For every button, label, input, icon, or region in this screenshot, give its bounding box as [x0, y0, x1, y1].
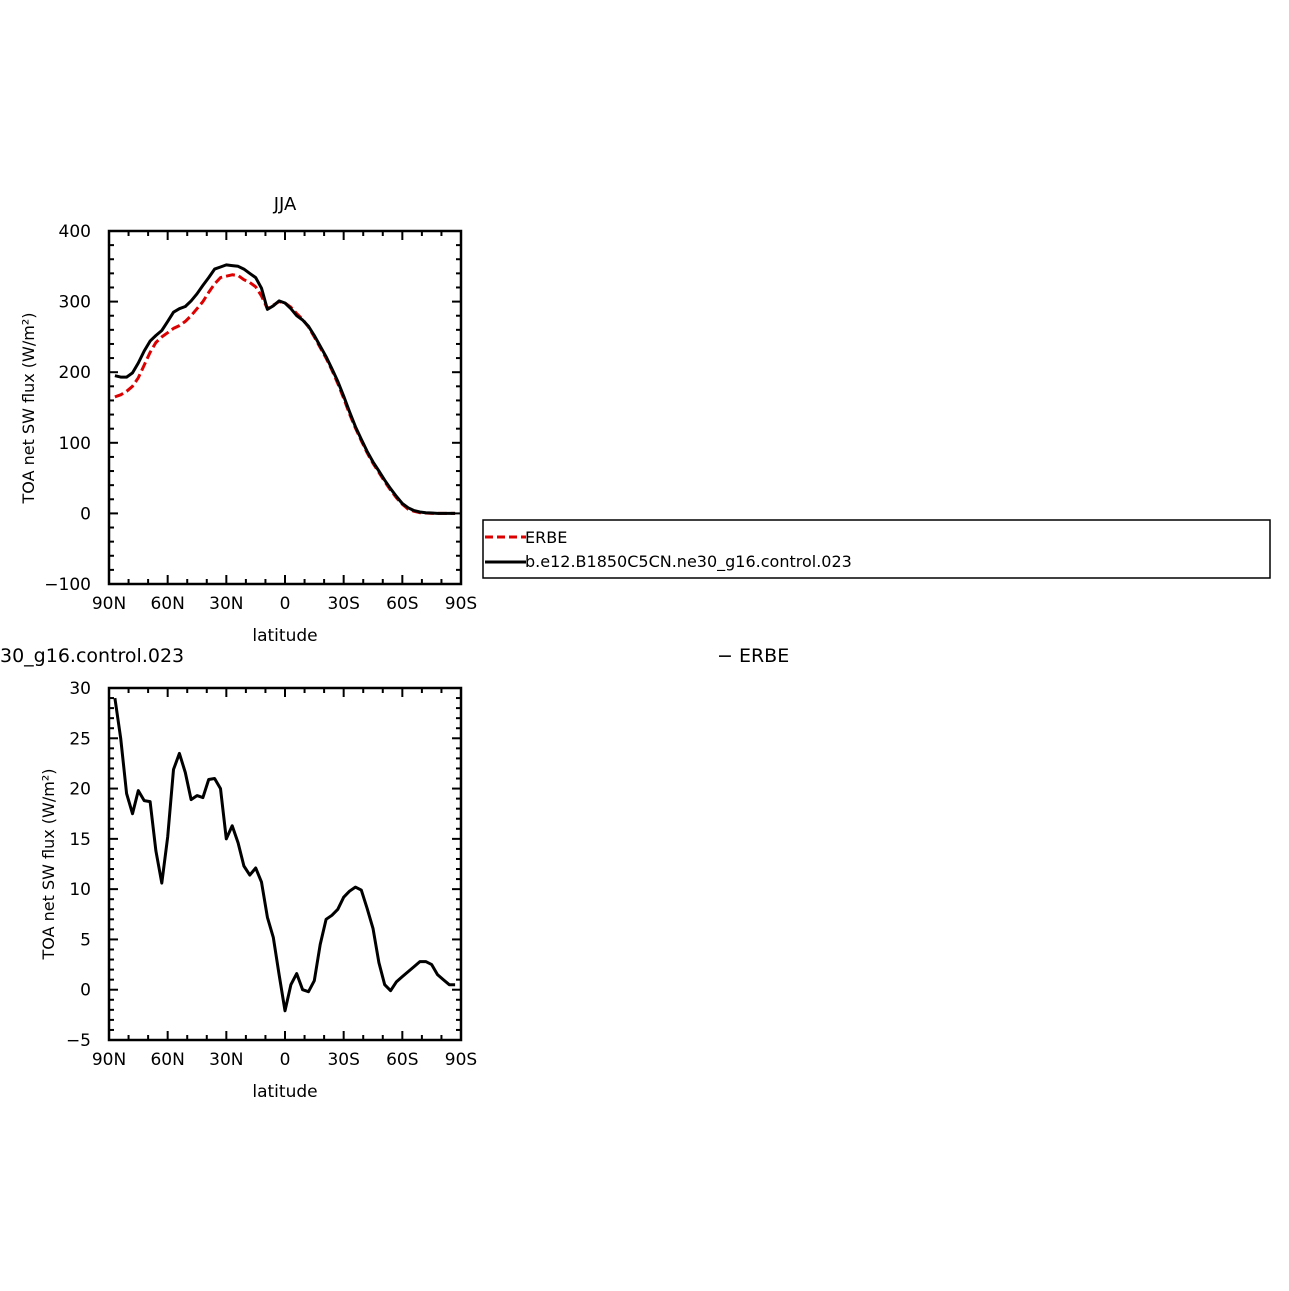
top-x-tick-label: 60S — [386, 594, 418, 614]
top-x-tick-label: 60N — [150, 594, 184, 614]
bot-y-tick-label: 10 — [69, 880, 91, 900]
bottom-x-axis-label: latitude — [252, 1082, 317, 1102]
bottom-panel: 30_g16.control.023 − ERBE 90N 60N 30N 0 30S 6… — [0, 645, 789, 1102]
bot-y-tick-label: 20 — [69, 780, 91, 800]
top-chart-title: JJA — [273, 194, 297, 215]
top-y-tick-label: 0 — [80, 504, 91, 524]
top-y-tick-label: 300 — [59, 293, 91, 313]
bot-x-tick-label: 60S — [386, 1050, 418, 1070]
top-y-axis-label: TOA net SW flux (W/m²) — [19, 313, 38, 505]
bottom-series-group — [113, 697, 456, 1013]
top-series-line-b-e12-b1850c5cn-ne30-g16-control-023 — [114, 263, 456, 515]
bot-x-tick-label: 90N — [92, 1050, 126, 1070]
top-plot-frame — [107, 229, 463, 586]
top-x-tick-label: 30N — [209, 594, 243, 614]
bottom-x-ticks: 90N 60N 30N 0 30S 60S 90S — [92, 688, 477, 1070]
top-y-tick-label: 200 — [59, 363, 91, 383]
legend: ERBE b.e12.B1850C5CN.ne30_g16.control.02… — [482, 519, 1271, 579]
bot-y-tick-label: 25 — [69, 729, 91, 749]
bottom-title-left: 30_g16.control.023 — [0, 645, 184, 667]
legend-box — [482, 519, 1271, 579]
bot-y-tick-label: −5 — [66, 1031, 91, 1051]
top-series-group — [114, 263, 456, 515]
top-x-axis-label: latitude — [252, 626, 317, 646]
bot-y-tick-label: 0 — [80, 981, 91, 1001]
top-x-ticks: 90N 60N 30N 0 30S 60S 90S — [92, 231, 477, 614]
top-x-tick-label: 0 — [280, 594, 291, 614]
top-y-tick-label: −100 — [44, 575, 91, 595]
bottom-plot-frame — [107, 686, 463, 1042]
top-panel: JJA 90N 60N 30N 0 30S 60S 90S 400 300 200 100 0 −10… — [19, 194, 477, 646]
bot-y-tick-label: 5 — [80, 930, 91, 950]
bot-x-tick-label: 0 — [280, 1050, 291, 1070]
bot-x-tick-label: 30N — [209, 1050, 243, 1070]
bot-x-tick-label: 60N — [150, 1050, 184, 1070]
bot-x-tick-label: 90S — [445, 1050, 477, 1070]
bot-x-tick-label: 30S — [327, 1050, 359, 1070]
bot-series-line-0 — [113, 697, 456, 1013]
bot-y-tick-label: 30 — [69, 679, 91, 699]
top-y-ticks: 400 300 200 100 0 −100 — [44, 222, 461, 595]
top-series-line-erbe — [114, 273, 456, 515]
top-x-tick-label: 90N — [92, 594, 126, 614]
legend-label-model: b.e12.B1850C5CN.ne30_g16.control.023 — [525, 552, 852, 572]
top-x-tick-label: 90S — [445, 594, 477, 614]
top-x-tick-label: 30S — [327, 594, 359, 614]
legend-label-erbe: ERBE — [525, 528, 567, 547]
top-y-tick-label: 100 — [59, 434, 91, 454]
bottom-y-ticks: 30 25 20 15 10 5 0 −5 — [66, 679, 461, 1051]
top-y-tick-label: 400 — [59, 222, 91, 242]
bottom-title-right: − ERBE — [717, 645, 789, 667]
bot-y-tick-label: 15 — [69, 830, 91, 850]
bottom-y-axis-label: TOA net SW flux (W/m²) — [39, 769, 58, 961]
